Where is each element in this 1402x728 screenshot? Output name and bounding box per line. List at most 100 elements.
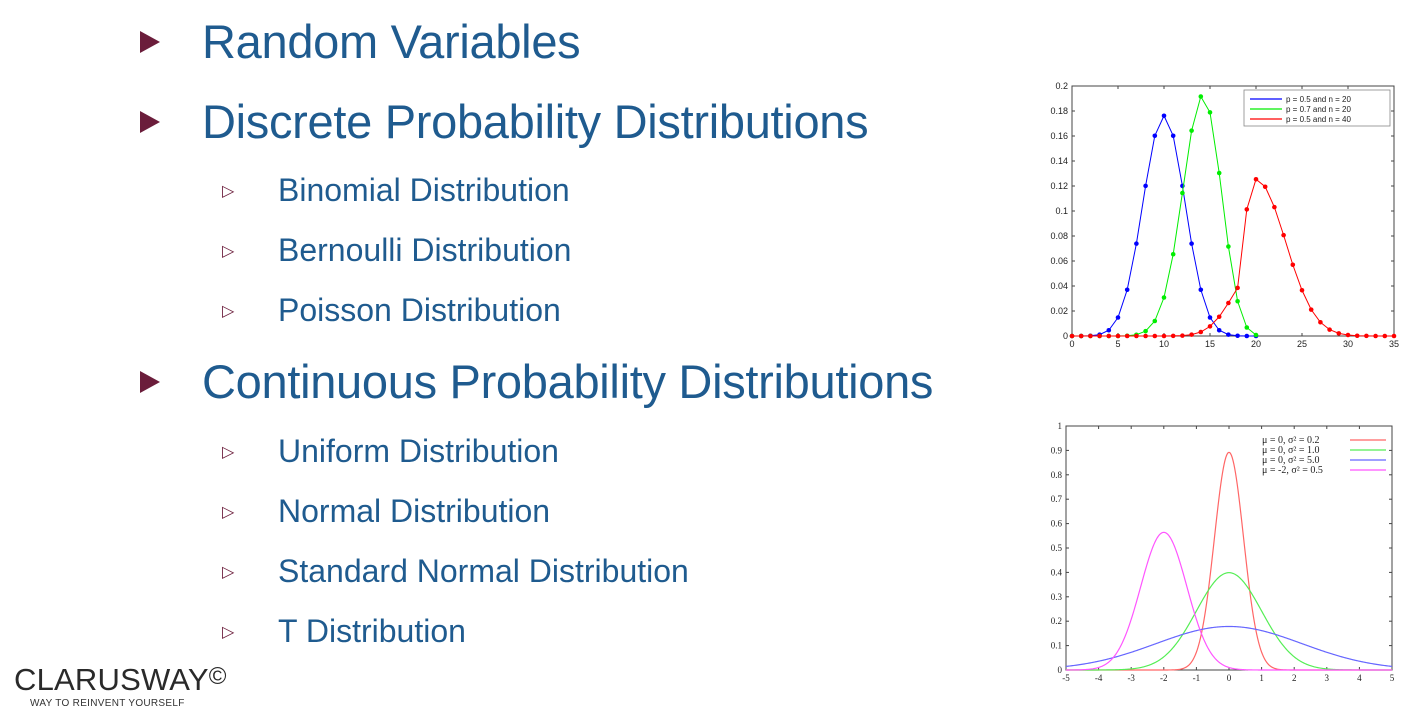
data-point [1244,333,1250,339]
data-point [1106,327,1112,333]
bullet-triangle-icon [140,370,160,393]
bullet-discrete-distributions: Discrete Probability Distributions [140,94,869,149]
x-tick-label: 15 [1205,339,1215,349]
data-point [1180,190,1185,196]
y-tick-label: 0.08 [1050,231,1068,241]
data-point [1115,315,1121,320]
data-point [1161,333,1167,339]
sub-bullet-triangle-icon: ▷ [222,563,235,581]
data-point [1244,207,1250,212]
logo-copyright-mark: © [208,663,227,690]
data-point [1170,333,1176,339]
sub-bullet-triangle-icon: ▷ [222,623,235,641]
data-point [1290,262,1296,268]
sub-bullet-triangle-icon: ▷ [222,503,235,521]
sub-bullet-triangle-icon: ▷ [222,182,235,200]
sub-bullet-poisson: ▷ Poisson Distribution [222,292,561,329]
data-point [1207,315,1213,320]
y-tick-label: 0.5 [1051,543,1063,553]
data-point [1189,332,1194,337]
binomial-chart: 0 5 10 15 20 25 30 35 0 0.02 0.04 0.06 0.08 0.1 0.12 0.… [1040,80,1400,352]
sub-bullet-label: Bernoulli Distribution [278,232,572,268]
data-point [1198,329,1204,335]
data-point [1088,333,1093,339]
data-point [1115,333,1121,339]
density-curve [1065,625,1393,668]
y-tick-label: 0.6 [1051,519,1063,529]
y-tick-label: 0.04 [1050,281,1068,291]
binomial-chart-svg: 0 5 10 15 20 25 30 35 0 0.02 0.04 0.06 0.08 0.1 0.12 0.… [1050,81,1399,349]
plot-frame [1065,425,1393,671]
data-point [1235,285,1240,291]
data-point [1078,333,1084,339]
x-tick-label: 5 [1390,673,1395,683]
logo-wordmark: CLARUSWAY© [14,663,227,695]
data-point [1318,319,1323,325]
x-tick-label: -2 [1160,673,1168,683]
y-tick-label: 0.2 [1055,81,1068,91]
bullet-label: Continuous Probability Distributions [202,355,934,408]
data-point [1253,176,1259,182]
data-point [1244,325,1250,330]
data-point [1198,287,1204,293]
y-tick-label: 1 [1058,421,1063,431]
y-tick-label: 0.8 [1051,470,1063,480]
data-point [1235,298,1240,304]
logo-tagline: WAY TO REINVENT YOURSELF [30,698,185,709]
y-tick-label: 0.2 [1051,616,1062,626]
x-tick-label: 2 [1292,673,1297,683]
y-tick-label: 0.14 [1050,156,1068,166]
x-tick-label: 25 [1297,339,1307,349]
legend-label: p = 0.5 and n = 20 [1286,95,1351,104]
data-point [1345,332,1351,338]
data-point [1235,333,1240,339]
data-point [1226,332,1231,337]
data-point [1143,333,1148,339]
data-point [1189,128,1194,133]
data-point [1373,333,1378,339]
x-tick-label: -4 [1095,673,1103,683]
x-tick-label: 30 [1343,339,1353,349]
y-tick-label: 0.02 [1050,306,1068,316]
density-curve [1066,531,1392,671]
data-point [1253,332,1259,338]
y-tick-label: 0.3 [1051,592,1063,602]
sub-bullet-label: Standard Normal Distribution [278,553,689,589]
x-tick-label: 5 [1115,339,1120,349]
bullet-triangle-icon [140,30,160,53]
sub-bullet-label: Binomial Distribution [278,172,570,208]
legend-label: p = 0.5 and n = 40 [1286,115,1351,124]
bullet-continuous-distributions: Continuous Probability Distributions [140,354,933,409]
data-point [1207,324,1213,329]
sub-bullet-binomial: ▷ Binomial Distribution [222,172,570,209]
legend-box [1243,89,1391,127]
x-tick-label: 20 [1251,339,1261,349]
data-point [1106,333,1112,339]
y-tick-label: 0.7 [1051,494,1063,504]
data-point [1226,300,1231,306]
sub-bullet-bernoulli: ▷ Bernoulli Distribution [222,232,571,269]
data-point [1069,333,1075,339]
bullet-label: Discrete Probability Distributions [202,95,869,148]
data-point [1336,331,1342,336]
sub-bullet-standard-normal: ▷ Standard Normal Distribution [222,553,689,590]
data-point [1161,113,1167,119]
y-tick-label: 0.4 [1051,567,1063,577]
bullet-label: Random Variables [202,15,581,68]
y-tick-label: 0.18 [1050,106,1068,116]
data-point [1299,287,1305,293]
data-point [1216,170,1222,176]
data-point [1170,133,1176,139]
data-point [1216,327,1222,333]
y-tick-label: 0.06 [1050,256,1068,266]
data-point [1124,287,1130,293]
clarusway-logo: CLARUSWAY© WAY TO REINVENT YOURSELF [14,663,227,709]
y-tick-label: 0 [1058,665,1063,675]
x-tick-label: -3 [1127,673,1135,683]
sub-bullet-normal: ▷ Normal Distribution [222,493,550,530]
x-tick-label: -5 [1062,673,1070,683]
sub-bullet-t-distribution: ▷ T Distribution [222,613,466,650]
data-point [1382,333,1388,339]
sub-bullet-uniform: ▷ Uniform Distribution [222,433,559,470]
data-point [1354,333,1360,339]
